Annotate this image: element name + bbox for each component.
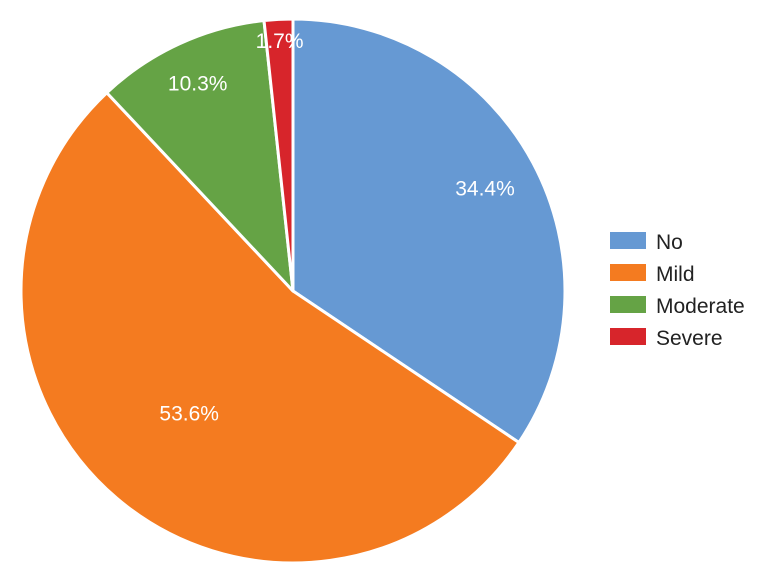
slice-label-severe: 1.7% (256, 30, 304, 53)
legend-swatch-severe (610, 328, 646, 345)
slice-label-no: 34.4% (455, 178, 515, 201)
legend-label-no: No (656, 231, 683, 254)
legend-swatch-no (610, 232, 646, 249)
slice-label-moderate: 10.3% (168, 72, 228, 95)
pie-slice-moderate (105, 19, 295, 293)
legend-swatch-mild (610, 264, 646, 281)
pie-slice-mild (19, 91, 521, 565)
pie-slice-severe (262, 17, 295, 293)
slice-label-mild: 53.6% (159, 402, 219, 425)
legend-swatch-moderate (610, 296, 646, 313)
legend-label-moderate: Moderate (656, 295, 745, 318)
slice-labels: 34.4% 53.6% 10.3% 1.7% (159, 30, 514, 425)
pie-slices (19, 17, 567, 565)
pie-slice-no (291, 17, 567, 444)
legend: No Mild Moderate Severe (610, 231, 745, 350)
legend-label-mild: Mild (656, 263, 695, 286)
legend-label-severe: Severe (656, 327, 723, 350)
